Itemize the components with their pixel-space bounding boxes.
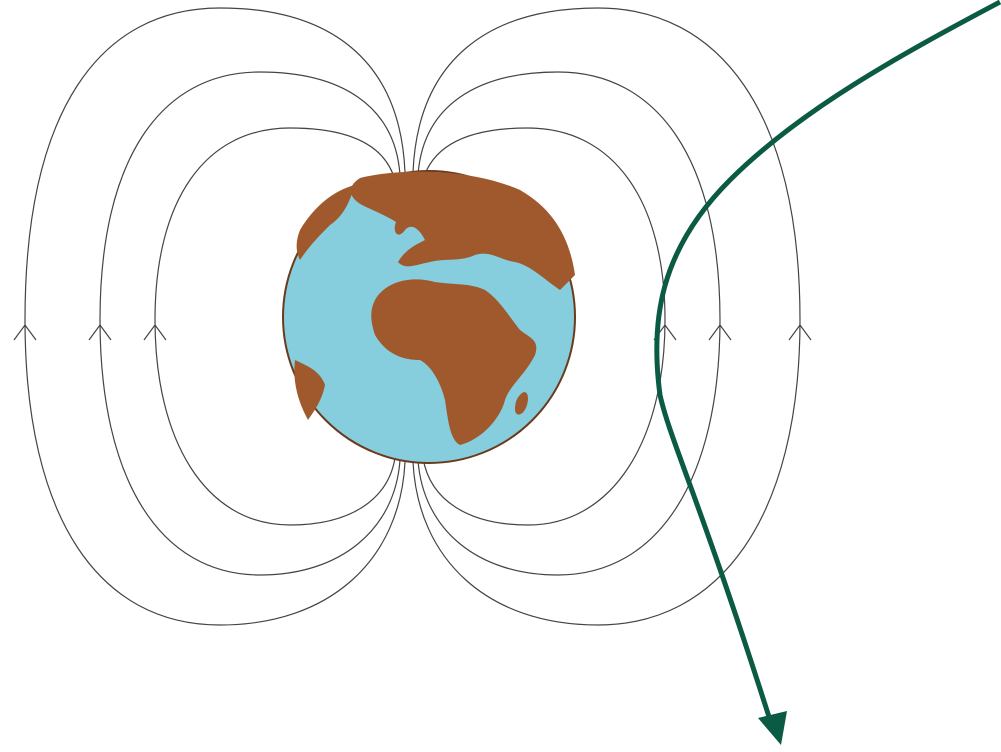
- trajectory: [654, 0, 1001, 745]
- field-line-left-middle: [99, 71, 401, 576]
- arrow: [143, 323, 167, 341]
- earth: [282, 170, 576, 464]
- trajectory-path: [654, 0, 1001, 721]
- field-lines: [24, 7, 801, 626]
- americas-north: [296, 185, 355, 260]
- greenland: [395, 178, 421, 196]
- trajectory-arrowhead: [758, 711, 787, 745]
- eurasia: [350, 171, 575, 290]
- field-line-left-outer: [24, 7, 406, 626]
- field-line-left-inner: [154, 127, 396, 526]
- arrow: [13, 323, 37, 341]
- field-line-right-outer: [412, 7, 801, 626]
- field-line-right-inner: [422, 127, 666, 526]
- arrow: [708, 323, 732, 341]
- madagascar: [515, 392, 529, 415]
- americas-south: [294, 360, 325, 420]
- field-line-right-middle: [417, 71, 721, 576]
- arrow: [788, 323, 812, 341]
- africa: [371, 279, 537, 445]
- arrow: [88, 323, 112, 341]
- field-arrows: [13, 323, 812, 341]
